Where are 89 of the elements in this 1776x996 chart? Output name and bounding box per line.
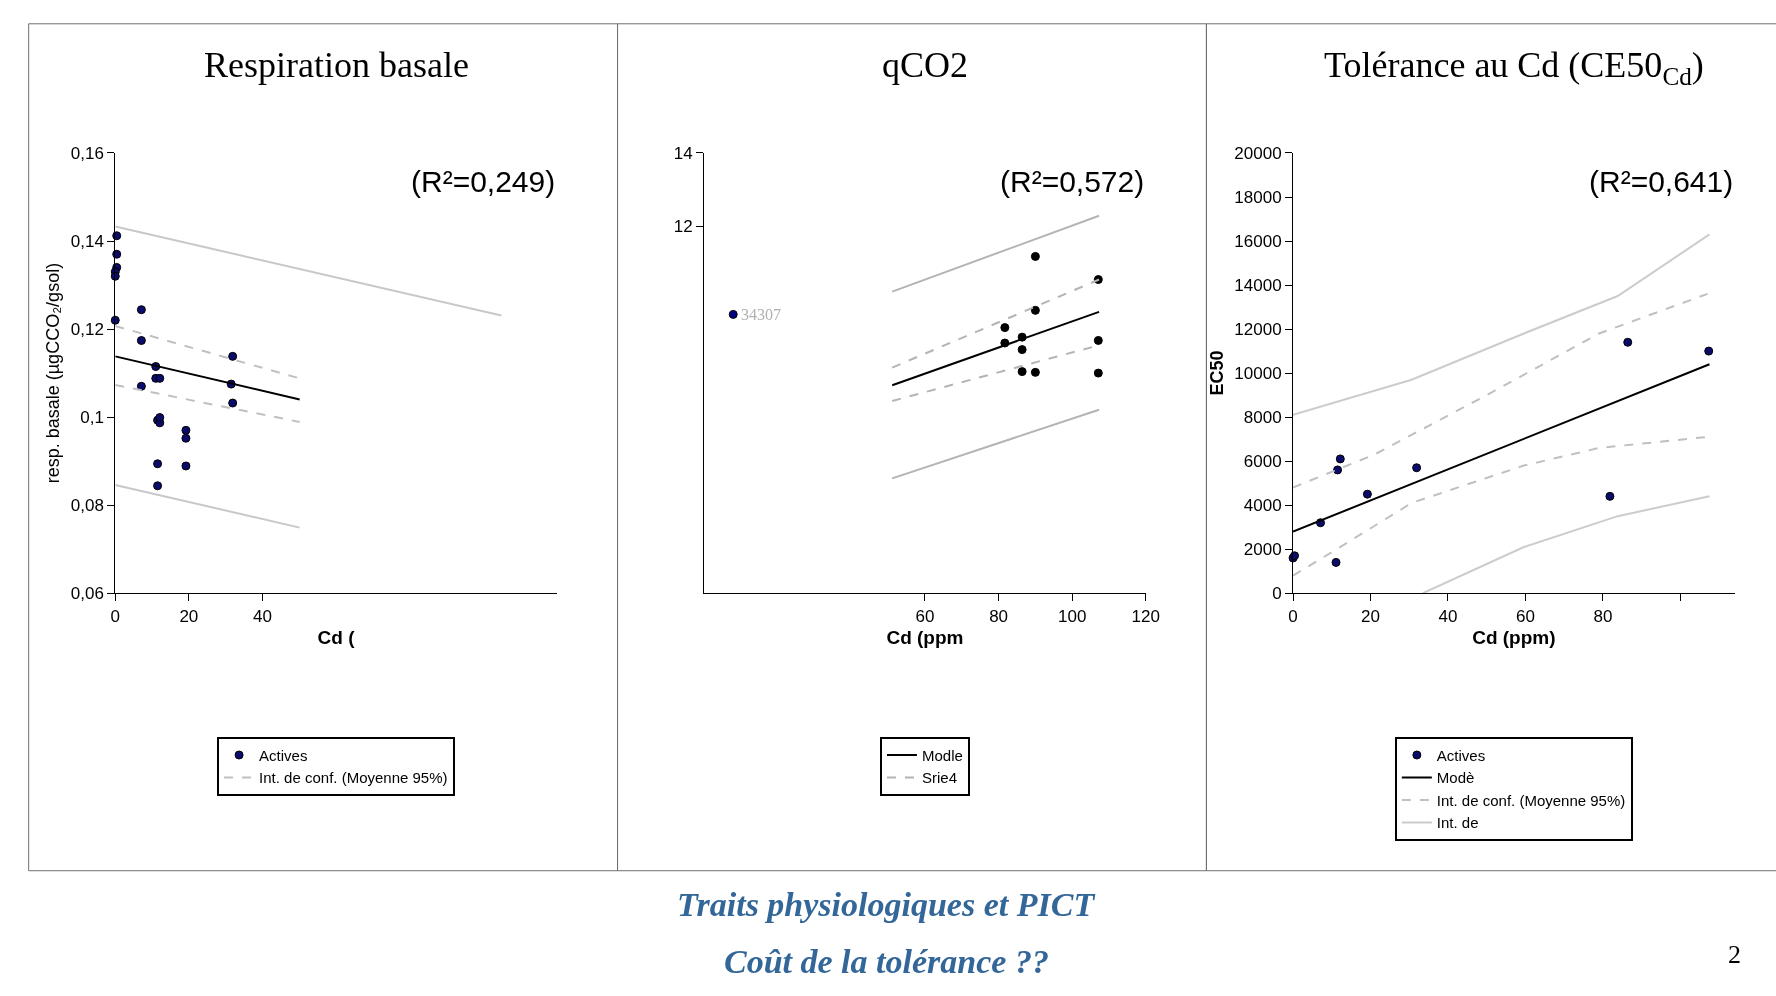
annotation: (R²=0,249): [411, 165, 556, 198]
point: [155, 373, 165, 383]
y-tick-label: 16000: [1234, 231, 1282, 251]
legend-label: Int. de conf. (Moyenne 95%): [1436, 791, 1626, 809]
x-axis-title: Cd (ppm: [886, 627, 964, 649]
legend-label: Int. de: [1436, 814, 1479, 832]
y-tick-label: 0,12: [70, 320, 104, 340]
x-axis-title: Cd (ppm): [1472, 627, 1556, 649]
point: [1017, 345, 1027, 355]
y-tick-label: 10000: [1234, 364, 1282, 384]
line-series: [1421, 495, 1711, 594]
point: [228, 398, 238, 408]
point: [1000, 323, 1010, 333]
x-tick-label: 80: [989, 606, 1009, 626]
text: Traits physiologiques et PICT: [677, 886, 1096, 923]
x-tick-label: 60: [1516, 606, 1535, 626]
x-axis-title: Cd (: [317, 627, 356, 649]
point: [136, 305, 146, 315]
point: [1030, 367, 1040, 377]
y-tick-label: 0: [1272, 584, 1282, 604]
y-tick-label: 14: [673, 143, 693, 163]
point: [136, 336, 146, 346]
y-tick-label: 0,14: [70, 231, 104, 251]
x-tick-label: 120: [1131, 606, 1160, 626]
point: [181, 461, 191, 471]
y-axis-title: EC50: [1206, 350, 1227, 396]
point: [1331, 557, 1341, 567]
point: [228, 351, 238, 361]
x-tick-label: 0: [110, 606, 120, 626]
line-series: [1293, 292, 1709, 489]
point: [112, 249, 122, 259]
line-series: [1293, 233, 1711, 416]
point: [1093, 368, 1103, 378]
legend-label: Int. de conf. (Moyenne 95%): [259, 769, 448, 787]
text: 2: [1728, 940, 1741, 969]
point: [1333, 465, 1343, 475]
y-tick-label: 12: [673, 217, 693, 237]
point: [181, 433, 191, 443]
y-tick-label: 2000: [1243, 540, 1282, 560]
point: [1362, 489, 1372, 499]
y-tick-label: 8000: [1243, 408, 1282, 428]
y-tick-label: 0,08: [70, 496, 104, 516]
point: [110, 271, 120, 281]
x-tick-label: 40: [253, 606, 272, 626]
point: [136, 381, 146, 391]
legend-label: Actives: [1436, 746, 1486, 764]
x-tick-label: 100: [1058, 606, 1087, 626]
y-tick-label: 12000: [1234, 320, 1282, 340]
y-tick-label: 14000: [1234, 276, 1282, 295]
legend-label: Modle: [921, 746, 963, 764]
annotation: (R²=0,572): [1000, 165, 1145, 198]
chart-title: Respiration basale: [204, 45, 469, 85]
legend-label: Srie4: [921, 769, 957, 787]
point: [1093, 335, 1103, 345]
point: [1030, 251, 1040, 261]
y-tick-label: 6000: [1243, 452, 1282, 472]
y-axis-title: resp. basale (µgCCO₂/gsol): [42, 262, 63, 484]
chart-title: qCO2: [882, 45, 969, 85]
point: [153, 459, 163, 469]
point: [112, 231, 122, 241]
y-tick-label: 4000: [1243, 496, 1282, 516]
point: [728, 309, 738, 319]
x-tick-label: 60: [915, 606, 935, 626]
y-tick-label: 20000: [1234, 143, 1282, 163]
point: [1605, 491, 1615, 501]
point: [1017, 367, 1027, 377]
y-tick-label: 18000: [1234, 187, 1282, 207]
x-tick-label: 80: [1593, 606, 1613, 626]
y-tick-label: 0,1: [80, 408, 104, 428]
point: [1704, 346, 1714, 356]
annotation: 34307: [741, 306, 781, 323]
point: [1623, 337, 1633, 347]
legend-label: Modè: [1436, 769, 1475, 787]
y-tick-label: 0,16: [70, 143, 104, 163]
y-tick-label: 0,06: [70, 584, 104, 604]
annotation: (R²=0,641): [1589, 165, 1734, 198]
chart-title: Tolérance au Cd (CE50$_{Cd}$): [1324, 45, 1704, 90]
x-tick-label: 20: [1361, 606, 1380, 626]
point: [110, 315, 120, 325]
x-tick-label: 20: [179, 606, 199, 626]
point: [1030, 305, 1040, 315]
x-tick-label: 0: [1288, 606, 1298, 626]
point: [153, 481, 163, 491]
text: Coût de la tolérance ??: [724, 943, 1049, 980]
point: [1335, 454, 1345, 464]
x-tick-label: 40: [1438, 606, 1458, 626]
legend-label: Actives: [259, 746, 308, 764]
point: [181, 425, 191, 435]
point: [1412, 463, 1422, 473]
